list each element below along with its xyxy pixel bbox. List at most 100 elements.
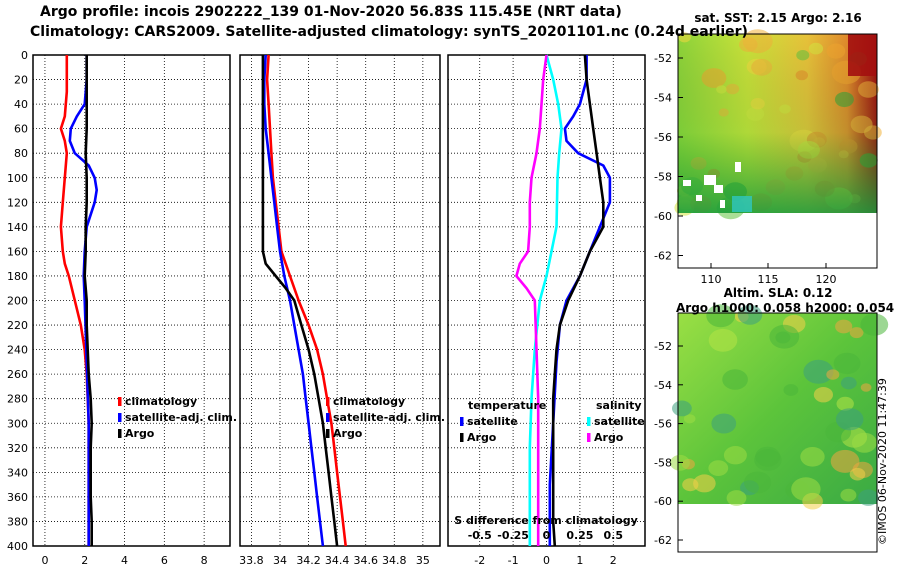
depth-tick-label: 400 (7, 540, 28, 553)
x-tick-label: 0 (41, 554, 48, 567)
legend-label: Argo (467, 431, 497, 444)
s-difference-tick-label: 0 (543, 529, 551, 542)
x-tick-label: 6 (161, 554, 168, 567)
lat-tick-label: -58 (654, 171, 672, 184)
x-tick-label: 34.6 (353, 554, 378, 567)
depth-tick-label: 0 (21, 49, 28, 62)
depth-tick-label: 340 (7, 466, 28, 479)
map-texture-blob (858, 489, 879, 506)
map-texture-blob (800, 447, 825, 467)
map-cold-gradient (678, 34, 877, 213)
depth-tick-label: 220 (7, 319, 28, 332)
map-texture-blob (813, 387, 834, 403)
map-texture-blob (860, 383, 872, 392)
depth-tick-label: 280 (7, 393, 28, 406)
lat-tick-label: -54 (654, 379, 672, 392)
x-tick-label: 34.8 (382, 554, 407, 567)
series-line-satellite-adj-clim- (68, 55, 98, 546)
lat-tick-label: -52 (654, 52, 672, 65)
legend-title-temperature: temperature (468, 399, 546, 412)
map-texture-blob (744, 471, 772, 494)
s-difference-tick-label: -0.25 (497, 529, 529, 542)
lat-tick-label: -58 (654, 456, 672, 469)
map-texture-blob (737, 304, 763, 325)
s-difference-axis-label: S difference from climatology (454, 514, 638, 527)
series-line-salinity-satellite (528, 54, 563, 546)
legend-label: satellite (594, 415, 645, 428)
legend-label: Argo (333, 427, 363, 440)
profile-chart-1: 0204060801001201401601802002202402602803… (7, 49, 237, 567)
legend-label: Argo (125, 427, 155, 440)
s-difference-tick-label: -0.5 (468, 529, 492, 542)
x-tick-label: 34.4 (325, 554, 350, 567)
depth-tick-label: 300 (7, 417, 28, 430)
legend-label: satellite (467, 415, 518, 428)
map-texture-blob (791, 477, 821, 501)
map-texture-blob (830, 449, 860, 473)
map-texture-blob (726, 490, 747, 506)
map-texture-blob (783, 384, 799, 396)
legend-title-salinity: salinity (596, 399, 642, 412)
depth-tick-label: 360 (7, 491, 28, 504)
map-texture-blob (835, 319, 853, 334)
legend-label: climatology (333, 395, 405, 408)
series-line-temperature-argo (551, 54, 605, 547)
profile-chart-2: 33.8 34 34.2 34.4 34.6 34.8 35 climatology satel… (239, 54, 445, 567)
depth-tick-label: 160 (7, 245, 28, 258)
legend-swatch (587, 433, 591, 442)
map-cold-patch (732, 196, 752, 212)
map-texture-blob (849, 327, 864, 339)
depth-tick-label: 240 (7, 344, 28, 357)
series-line-satellite-adj-clim- (262, 54, 325, 547)
depth-tick-label: 20 (14, 74, 28, 87)
x-tick-label: -1 (508, 554, 519, 567)
map-mask-patch (704, 175, 716, 185)
depth-tick-label: 380 (7, 515, 28, 528)
lat-tick-label: -62 (654, 250, 672, 263)
x-tick-label: 8 (201, 554, 208, 567)
depth-tick-label: 60 (14, 123, 28, 136)
s-difference-tick-label: 0.25 (566, 529, 593, 542)
lat-tick-label: -60 (654, 210, 672, 223)
legend-label: satellite-adj. clim. (125, 411, 237, 424)
x-tick-label: 34 (273, 554, 287, 567)
map-mask-patch (683, 180, 691, 186)
legend-label: climatology (125, 395, 197, 408)
map-mask-patch (714, 185, 723, 193)
x-tick-label: 4 (121, 554, 128, 567)
x-tick-label: 2 (610, 554, 617, 567)
legend-label: Argo (594, 431, 624, 444)
figure-title-line2: Climatology: CARS2009. Satellite-adjuste… (30, 24, 748, 40)
s-difference-tick-label: 0.5 (604, 529, 624, 542)
sla-map-title-line1: Altim. SLA: 0.12 (723, 286, 833, 300)
map-texture-blob (835, 408, 864, 431)
map-texture-blob (840, 488, 857, 502)
map-texture-blob (849, 467, 866, 481)
x-tick-label: 34.2 (296, 554, 321, 567)
lat-tick-label: -52 (654, 340, 672, 353)
lat-tick-label: -56 (654, 131, 672, 144)
series-line-salinity-argo (515, 54, 548, 546)
map-texture-blob (826, 369, 840, 380)
lat-tick-label: -62 (654, 534, 672, 547)
figure-title-line1: Argo profile: incois 2902222_139 01-Nov-… (40, 4, 622, 20)
x-tick-label: 0 (543, 554, 550, 567)
map-texture-blob (769, 324, 800, 349)
series-line-argo (83, 55, 93, 546)
credit-timestamp: ©IMOS 06-Nov-2020 11:47:39 (876, 378, 889, 545)
legend-swatch (587, 417, 591, 426)
depth-tick-label: 260 (7, 368, 28, 381)
map-texture-blob (722, 369, 748, 390)
depth-tick-label: 140 (7, 221, 28, 234)
map-texture-blob (803, 359, 834, 384)
map-warm-patch (848, 34, 877, 76)
map-texture-blob (683, 414, 696, 424)
depth-tick-label: 320 (7, 442, 28, 455)
depth-tick-label: 80 (14, 147, 28, 160)
depth-tick-label: 120 (7, 196, 28, 209)
map-texture-blob (840, 376, 857, 390)
depth-tick-label: 100 (7, 172, 28, 185)
map-frame (677, 33, 878, 269)
legend-swatch (460, 417, 464, 426)
series-line-argo (261, 55, 339, 547)
